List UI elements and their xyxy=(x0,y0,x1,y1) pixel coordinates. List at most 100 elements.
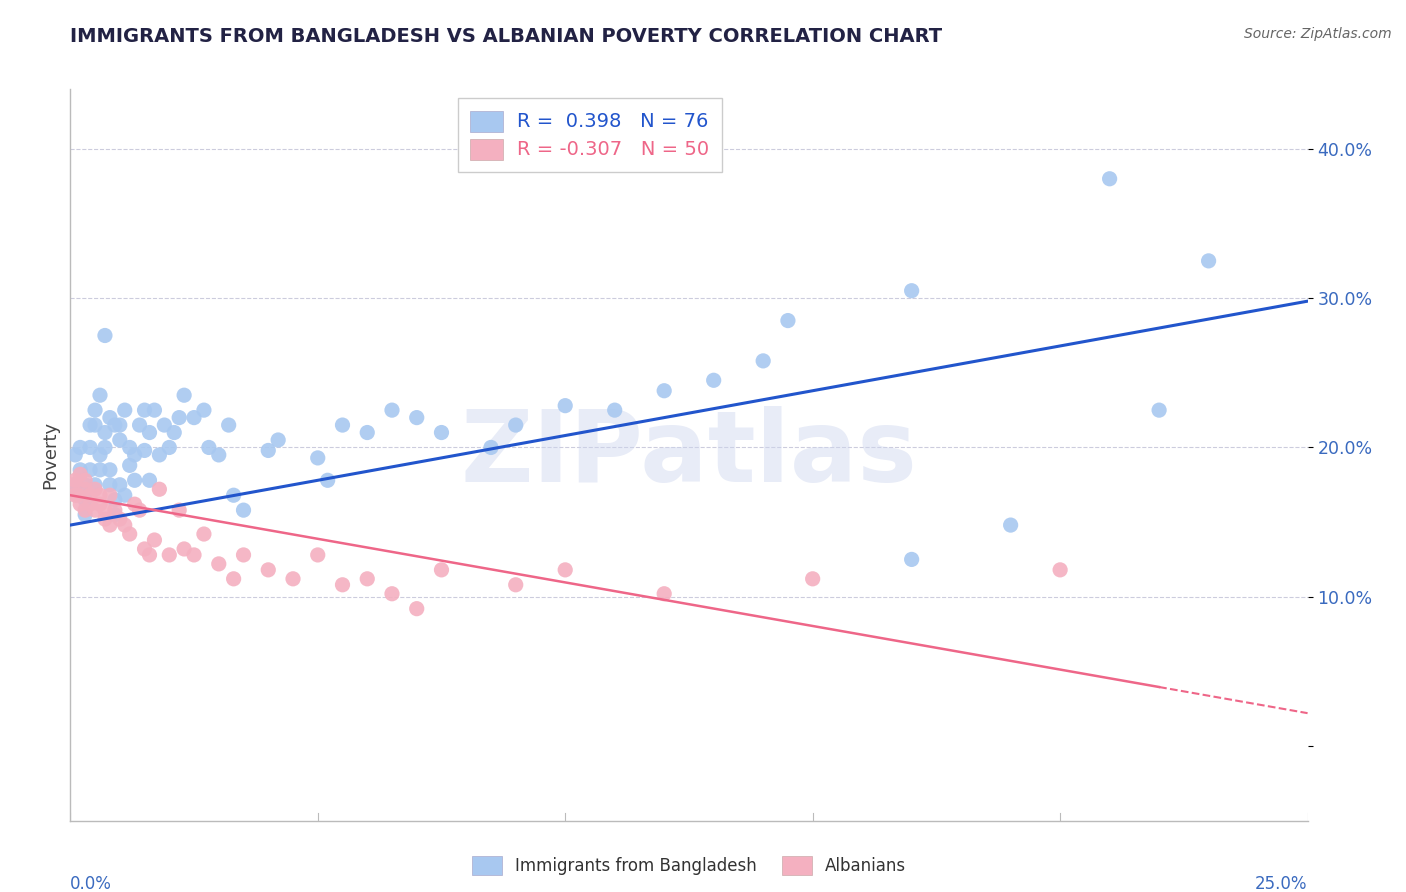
Point xyxy=(89,463,111,477)
Point xyxy=(84,477,107,491)
Point xyxy=(222,572,245,586)
Point xyxy=(75,508,97,522)
Point xyxy=(69,467,91,482)
Point xyxy=(183,410,205,425)
Point xyxy=(157,441,180,455)
Point xyxy=(1049,563,1071,577)
Point xyxy=(98,410,121,425)
Point xyxy=(776,313,799,327)
Point xyxy=(65,488,87,502)
Point xyxy=(124,448,146,462)
Point xyxy=(128,418,150,433)
Point xyxy=(79,497,101,511)
Point xyxy=(79,418,101,433)
Point xyxy=(148,448,170,462)
Point xyxy=(479,441,502,455)
Point xyxy=(267,433,290,447)
Point xyxy=(108,512,131,526)
Point xyxy=(157,548,180,562)
Point xyxy=(900,284,922,298)
Point xyxy=(84,482,107,496)
Point xyxy=(89,388,111,402)
Point xyxy=(89,448,111,462)
Point xyxy=(316,473,339,487)
Point xyxy=(173,388,195,402)
Text: 0.0%: 0.0% xyxy=(70,876,112,892)
Point xyxy=(104,503,127,517)
Point xyxy=(104,492,127,507)
Point xyxy=(124,473,146,487)
Point xyxy=(381,403,404,417)
Point xyxy=(554,563,576,577)
Point xyxy=(98,477,121,491)
Point xyxy=(84,418,107,433)
Point xyxy=(554,399,576,413)
Point xyxy=(134,403,156,417)
Point xyxy=(94,503,117,517)
Point xyxy=(118,441,141,455)
Point xyxy=(167,410,190,425)
Point xyxy=(900,552,922,566)
Point xyxy=(75,492,97,507)
Point xyxy=(1198,253,1220,268)
Point xyxy=(69,463,91,477)
Point xyxy=(148,482,170,496)
Point xyxy=(167,503,190,517)
Text: IMMIGRANTS FROM BANGLADESH VS ALBANIAN POVERTY CORRELATION CHART: IMMIGRANTS FROM BANGLADESH VS ALBANIAN P… xyxy=(70,27,942,45)
Point xyxy=(118,527,141,541)
Point xyxy=(69,441,91,455)
Point xyxy=(652,384,675,398)
Point xyxy=(198,441,221,455)
Point xyxy=(75,477,97,491)
Point xyxy=(218,418,240,433)
Point xyxy=(89,497,111,511)
Point xyxy=(98,463,121,477)
Point xyxy=(62,477,84,491)
Point xyxy=(75,473,97,487)
Point xyxy=(307,450,329,465)
Point xyxy=(405,601,427,615)
Point xyxy=(153,418,176,433)
Point xyxy=(104,418,127,433)
Point xyxy=(65,477,87,491)
Point xyxy=(138,548,160,562)
Point xyxy=(114,488,136,502)
Point xyxy=(94,512,117,526)
Point xyxy=(94,441,117,455)
Point xyxy=(232,548,254,562)
Point xyxy=(98,488,121,502)
Point xyxy=(118,458,141,473)
Point xyxy=(124,497,146,511)
Point xyxy=(163,425,186,440)
Point xyxy=(94,425,117,440)
Point xyxy=(114,518,136,533)
Point xyxy=(134,541,156,556)
Text: Source: ZipAtlas.com: Source: ZipAtlas.com xyxy=(1244,27,1392,41)
Point xyxy=(104,508,127,522)
Point xyxy=(65,473,87,487)
Point xyxy=(505,418,527,433)
Point xyxy=(801,572,824,586)
Point xyxy=(108,418,131,433)
Point xyxy=(381,587,404,601)
Text: 25.0%: 25.0% xyxy=(1256,876,1308,892)
Point xyxy=(84,503,107,517)
Point xyxy=(143,533,166,547)
Text: ZIPatlas: ZIPatlas xyxy=(461,407,917,503)
Point xyxy=(703,373,725,387)
Point xyxy=(183,548,205,562)
Point xyxy=(89,488,111,502)
Point xyxy=(332,578,354,592)
Point xyxy=(208,448,231,462)
Legend: Immigrants from Bangladesh, Albanians: Immigrants from Bangladesh, Albanians xyxy=(464,847,914,884)
Point xyxy=(356,572,378,586)
Point xyxy=(173,541,195,556)
Point xyxy=(98,518,121,533)
Point xyxy=(430,563,453,577)
Point xyxy=(79,441,101,455)
Point xyxy=(114,403,136,417)
Y-axis label: Poverty: Poverty xyxy=(41,421,59,489)
Point xyxy=(65,448,87,462)
Point xyxy=(193,527,215,541)
Point xyxy=(138,473,160,487)
